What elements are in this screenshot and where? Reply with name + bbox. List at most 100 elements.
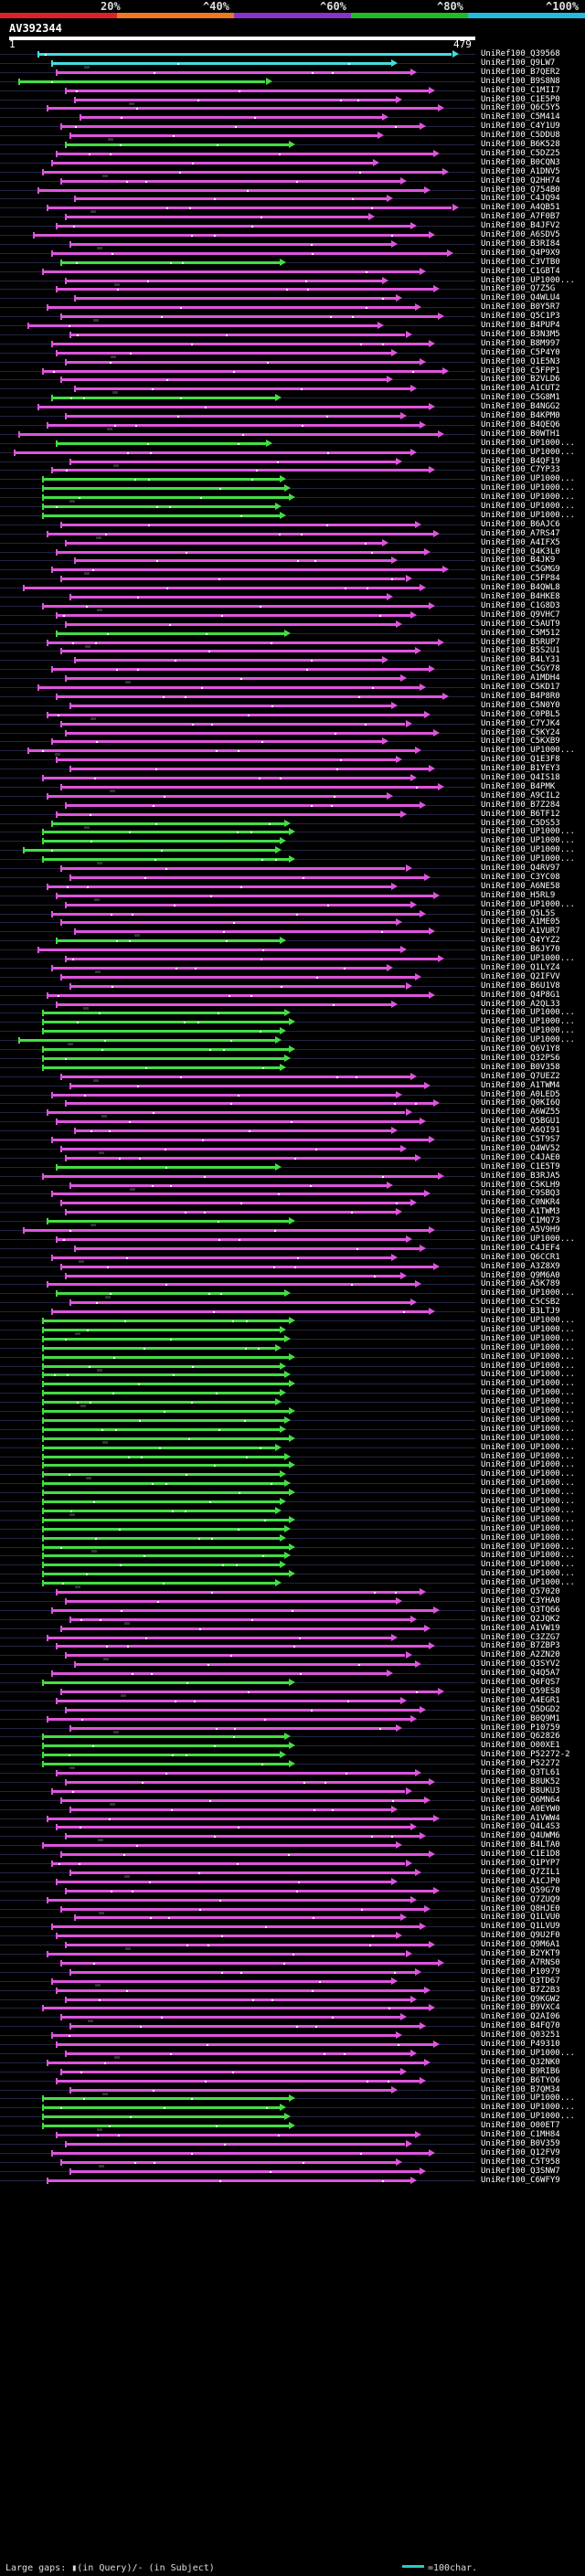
hit-row[interactable]: UniRef100_UP1000...	[0, 1362, 585, 1372]
hit-alignment-line[interactable]	[56, 1002, 392, 1006]
hit-label-link[interactable]: UniRef100_B7Z2B3	[481, 1985, 560, 1995]
hit-row[interactable]: UniRef100_UP1000...	[0, 1026, 585, 1036]
hit-row[interactable]: UniRef100_B0Y5R7	[0, 302, 585, 313]
hit-alignment-line[interactable]	[46, 1220, 289, 1224]
hit-alignment-line[interactable]	[50, 1862, 406, 1865]
hit-row[interactable]: UniRef100_B4KPM0	[0, 411, 585, 421]
hit-label-link[interactable]: UniRef100_UP1000...	[481, 1361, 575, 1371]
hit-label-link[interactable]: UniRef100_C5N0Y0	[481, 700, 560, 710]
hit-row[interactable]: UniRef100_B3RJA5	[0, 1171, 585, 1182]
hit-alignment-line[interactable]	[56, 1120, 420, 1124]
hit-label-link[interactable]: UniRef100_Q7ZIL1	[481, 1867, 560, 1877]
hit-label-link[interactable]: UniRef100_UP1000...	[481, 474, 575, 484]
hit-alignment-line[interactable]	[56, 1237, 406, 1241]
hit-row[interactable]: UniRef100_Q3TD67	[0, 1977, 585, 1987]
hit-row[interactable]: UniRef100_A9CIL2	[0, 791, 585, 801]
hit-row[interactable]: UniRef100_Q4IS18	[0, 773, 585, 783]
hit-alignment-line[interactable]	[56, 758, 397, 762]
hit-row[interactable]: UniRef100_Q57020	[0, 1587, 585, 1597]
hit-row[interactable]: UniRef100_B6AJC6	[0, 520, 585, 530]
hit-row[interactable]: UniRef100_C5GMG9	[0, 565, 585, 576]
hit-row[interactable]: UniRef100_Q4Q5A7	[0, 1669, 585, 1679]
hit-label-link[interactable]: UniRef100_Q4P9X9	[481, 248, 560, 258]
hit-alignment-line[interactable]	[41, 1056, 284, 1060]
hit-label-link[interactable]: UniRef100_B2VLD6	[481, 375, 560, 385]
hit-label-link[interactable]: UniRef100_Q57020	[481, 1587, 560, 1596]
hit-label-link[interactable]: UniRef100_B4KPM0	[481, 411, 560, 420]
hit-alignment-line[interactable]	[41, 1564, 280, 1567]
hit-alignment-line[interactable]	[46, 107, 439, 111]
hit-label-link[interactable]: UniRef100_Q8HJE0	[481, 1903, 560, 1913]
hit-row[interactable]: UniRef100_UP1000...	[0, 1488, 585, 1498]
hit-row[interactable]: UniRef100_Q6V1Y8	[0, 1044, 585, 1055]
hit-label-link[interactable]: UniRef100_B5RUP7	[481, 637, 560, 647]
hit-label-link[interactable]: UniRef100_UP1000...	[481, 1017, 575, 1027]
hit-row[interactable]: UniRef100_O00ET7	[0, 2121, 585, 2132]
hit-alignment-line[interactable]	[74, 659, 382, 663]
hit-label-link[interactable]: UniRef100_B3RJA5	[481, 1171, 560, 1181]
hit-alignment-line[interactable]	[65, 803, 420, 807]
hit-alignment-line[interactable]	[69, 2088, 392, 2092]
hit-row[interactable]: UniRef100_C5KLH9	[0, 1181, 585, 1191]
hit-alignment-line[interactable]	[56, 1645, 429, 1648]
hit-row[interactable]: UniRef100_UP1000...	[0, 1288, 585, 1299]
hit-label-link[interactable]: UniRef100_B4NGG2	[481, 402, 560, 412]
hit-label-link[interactable]: UniRef100_C5DZ25	[481, 148, 560, 158]
hit-label-link[interactable]: UniRef100_UP1000...	[481, 1578, 575, 1588]
hit-row[interactable]: UniRef100_C1GBT4	[0, 267, 585, 277]
hit-label-link[interactable]: UniRef100_A4IFX5	[481, 537, 560, 547]
hit-label-link[interactable]: UniRef100_Q3SYV2	[481, 1659, 560, 1670]
hit-alignment-line[interactable]	[60, 975, 415, 979]
hit-row[interactable]: UniRef100_A1VUR7	[0, 927, 585, 938]
hit-label-link[interactable]: UniRef100_Q9M6A1	[481, 1940, 560, 1950]
hit-alignment-line[interactable]	[41, 1427, 280, 1431]
hit-row[interactable]: UniRef100_Q3SYV2	[0, 1659, 585, 1670]
hit-row[interactable]: UniRef100_B6U1V8	[0, 981, 585, 991]
hit-alignment-line[interactable]	[41, 1455, 284, 1458]
hit-label-link[interactable]: UniRef100_B6AJC6	[481, 519, 560, 529]
hit-label-link[interactable]: UniRef100_Q5DGD2	[481, 1704, 560, 1714]
hit-alignment-line[interactable]	[65, 1780, 429, 1784]
hit-alignment-line[interactable]	[56, 351, 392, 355]
hit-label-link[interactable]: UniRef100_Q4RV97	[481, 864, 560, 873]
hit-label-link[interactable]: UniRef100_UP1000...	[481, 2048, 575, 2058]
hit-label-link[interactable]: UniRef100_O00XE1	[481, 1741, 560, 1751]
hit-label-link[interactable]: UniRef100_C3VTB0	[481, 257, 560, 267]
hit-row[interactable]: UniRef100_UP1000...	[0, 1506, 585, 1516]
hit-alignment-line[interactable]	[56, 1292, 284, 1296]
hit-row[interactable]: UniRef100_A5K789	[0, 1279, 585, 1289]
hit-label-link[interactable]: UniRef100_Q7Z5G	[481, 284, 556, 294]
hit-alignment-line[interactable]	[60, 1202, 410, 1205]
hit-alignment-line[interactable]	[50, 568, 443, 572]
hit-alignment-line[interactable]	[69, 1871, 415, 1874]
hit-row[interactable]: UniRef100_UP1000...	[0, 493, 585, 504]
hit-label-link[interactable]: UniRef100_UP1000...	[481, 836, 575, 846]
hit-label-link[interactable]: UniRef100_C4JQ94	[481, 194, 560, 204]
hit-row[interactable]: UniRef100_UP1000...	[0, 1479, 585, 1489]
hit-label-link[interactable]: UniRef100_C5T9S7	[481, 1135, 560, 1144]
hit-row[interactable]: UniRef100_UP1000...	[0, 1515, 585, 1525]
hit-alignment-line[interactable]	[60, 1147, 401, 1150]
hit-label-link[interactable]: UniRef100_Q2JQK2	[481, 1614, 560, 1624]
hit-alignment-line[interactable]	[50, 342, 429, 345]
hit-alignment-line[interactable]	[46, 1953, 406, 1956]
hit-row[interactable]: UniRef100_Q12FV9	[0, 2148, 585, 2158]
hit-label-link[interactable]: UniRef100_C5DS53	[481, 818, 560, 828]
hit-alignment-line[interactable]	[41, 1174, 439, 1178]
hit-row[interactable]: UniRef100_P10759	[0, 1723, 585, 1733]
hit-label-link[interactable]: UniRef100_Q6V1Y8	[481, 1044, 560, 1054]
hit-alignment-line[interactable]	[50, 1925, 420, 1929]
hit-alignment-line[interactable]	[41, 1491, 289, 1495]
hit-row[interactable]: UniRef100_B9RIB6	[0, 2067, 585, 2077]
hit-label-link[interactable]: UniRef100_Q3SNW7	[481, 2166, 560, 2176]
hit-label-link[interactable]: UniRef100_Q32PS6	[481, 1053, 560, 1063]
hit-label-link[interactable]: UniRef100_UP1000...	[481, 1388, 575, 1398]
hit-row[interactable]: UniRef100_B6TYO6	[0, 2076, 585, 2086]
hit-label-link[interactable]: UniRef100_Q2HH74	[481, 175, 560, 186]
hit-alignment-line[interactable]	[37, 53, 452, 56]
hit-alignment-line[interactable]	[69, 1301, 410, 1305]
hit-label-link[interactable]: UniRef100_Q32NK0	[481, 2057, 560, 2067]
hit-row[interactable]: UniRef100_C9SBQ3	[0, 1189, 585, 1199]
hit-label-link[interactable]: UniRef100_UP1000...	[481, 1505, 575, 1515]
hit-alignment-line[interactable]	[46, 993, 429, 997]
